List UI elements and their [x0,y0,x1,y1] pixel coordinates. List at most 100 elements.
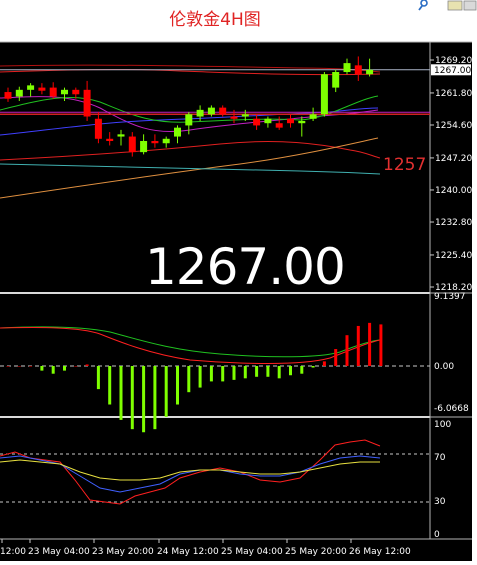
candle-body [241,114,249,117]
candle [241,109,249,121]
candle-body [253,118,261,126]
candle [128,132,136,157]
candle-body [207,107,215,115]
macd-bar [232,366,236,380]
price-tick-label: 1240.00 [435,186,472,196]
stoch-tick-label: 70 [434,453,446,463]
macd-bar [40,366,44,371]
candle [298,116,306,137]
candle-body [94,118,102,139]
candle [174,125,181,144]
macd-bar [130,366,134,430]
folder-icon[interactable] [447,0,477,11]
candle [309,107,317,121]
stoch-tick-label: 30 [434,497,446,507]
candle [264,116,272,128]
candle-body [275,123,283,128]
candle [185,112,193,135]
time-tick-label: 25 May 20:00 [285,547,347,557]
chart-canvas[interactable]: 1269.20 1261.80 1254.60 1247.20 1240.00 1232.… [0,40,477,561]
candle-body [174,127,181,137]
macd-bar [334,349,338,366]
ma-red-lower [0,141,381,161]
candle [354,56,362,81]
macd-bar [187,366,191,393]
candle-body [128,136,136,153]
candle-body [4,92,12,99]
macd-tick-label: 9.1397 [434,292,466,302]
time-tick-label: 26 May 12:00 [349,547,411,557]
moving-averages [0,64,381,199]
ma-orange [0,137,379,199]
window-edge [472,40,477,561]
macd-histogram [6,322,383,433]
price-tick-label: 1225.40 [435,251,472,261]
candle [320,72,328,117]
candle-body [366,69,374,75]
candle [151,134,159,148]
macd-bar [74,366,78,367]
time-tick-label: 24 May 12:00 [157,547,219,557]
candle-body [15,89,23,97]
candle [106,132,114,146]
candle-body [264,118,272,124]
candle-body [354,65,362,75]
macd-tick-label: 0.00 [434,362,454,372]
candle [83,80,91,121]
price-tick-label: 1261.80 [435,89,472,99]
candle-body [151,141,159,144]
stoch-tick-label: 100 [434,420,451,430]
candle-body [320,74,328,115]
current-price-label: 1267.00 [434,66,471,76]
time-axis: 12:00 23 May 04:00 23 May 20:00 24 May 12:0… [0,539,411,557]
macd-bar [198,366,202,388]
macd-bar [17,366,21,367]
candle-body [140,141,148,153]
time-tick-label: 12:00 [0,547,26,557]
candle [61,87,68,101]
macd-bar [266,366,270,377]
price-tick-label: 1254.60 [435,121,472,131]
stoch-yellow-line [0,459,380,481]
time-axis-bg [0,539,472,561]
macd-bar [119,366,123,420]
candle-body [162,138,170,144]
candle [49,82,57,99]
stoch-panel[interactable] [0,418,430,539]
stoch-red-line [0,439,381,505]
price-tick-label: 1247.20 [435,154,472,164]
candles-group [4,56,374,157]
macd-bar [142,366,146,433]
macd-bar [63,366,66,371]
macd-bar [243,366,247,379]
candle [27,83,35,97]
candle [196,105,204,121]
macd-bar [289,366,292,376]
toolbar-icons [418,0,477,11]
candle-body [49,87,57,97]
price-tick-label: 1232.80 [435,218,472,228]
stoch-lines [0,439,381,505]
price-axis-bg [430,42,472,539]
search-icon[interactable] [418,0,428,11]
ma-blue [0,107,379,136]
candle [253,114,261,130]
macd-bar [356,325,360,366]
candle [15,86,23,101]
ma-magenta [0,96,379,133]
candle [162,136,170,148]
macd-bar [368,322,372,366]
macd-bar [311,366,315,368]
macd-panel[interactable] [0,294,430,416]
chart-window[interactable]: 1269.20 1261.80 1254.60 1247.20 1240.00 1232.… [0,40,477,561]
candle-body [287,118,294,124]
stoch-axis: 100 70 30 0 [434,420,451,540]
time-tick-label: 23 May 20:00 [92,547,154,557]
candle-body [83,89,91,117]
macd-bar [221,366,225,382]
macd-bar [51,366,55,374]
candle-body [117,134,125,137]
candle-body [27,85,35,90]
current-price-box [431,64,471,76]
macd-bar [164,366,168,417]
